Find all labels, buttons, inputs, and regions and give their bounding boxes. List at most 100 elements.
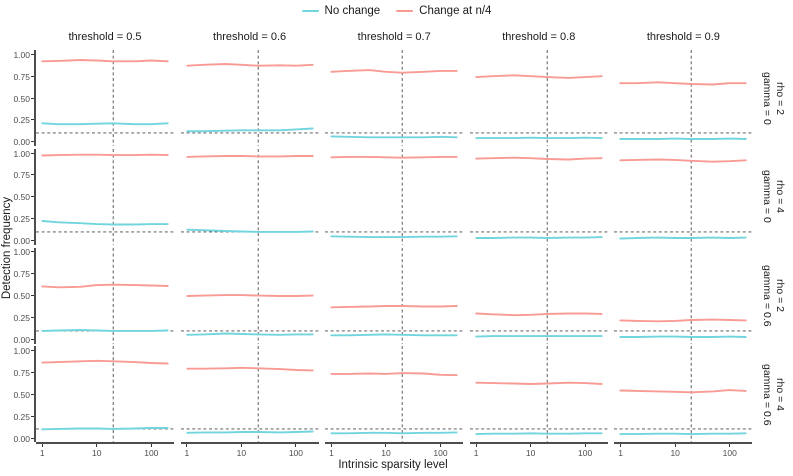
change-at-n4-line (41, 59, 169, 63)
facet-panel (325, 346, 464, 443)
x-tick-label: 1 (618, 448, 624, 459)
facet-panel-canvas (614, 50, 753, 146)
y-tick-mark (31, 75, 35, 77)
facet-row-strip-label: rho = 2 (773, 81, 786, 115)
y-tick-label: 0.50 (13, 389, 30, 400)
no-change-line (41, 427, 169, 431)
legend-label-no-change: No change (324, 5, 381, 17)
x-tick-mark (295, 444, 297, 448)
facet-header: threshold = 0.5 (68, 31, 142, 43)
facet-panel-canvas (36, 346, 174, 443)
y-axis-line (34, 247, 36, 344)
facet-panel-canvas (36, 148, 174, 245)
y-tick-label: 0.25 (13, 115, 30, 126)
x-tick-mark (674, 444, 676, 448)
x-tick-label: 100 (578, 448, 593, 459)
no-change-line (41, 122, 169, 126)
y-tick-mark (31, 119, 35, 121)
x-tick-label: 100 (288, 448, 303, 459)
facet-panel-canvas (469, 50, 608, 146)
x-tick-label: 100 (433, 448, 448, 459)
facet-panel (325, 247, 464, 344)
x-tick-mark (620, 444, 622, 448)
facet-panel (469, 247, 608, 344)
x-tick-mark (330, 444, 332, 448)
x-tick-mark (186, 444, 188, 448)
x-tick-mark (475, 444, 477, 448)
y-tick-label: 0.75 (13, 269, 30, 280)
y-axis-line (34, 148, 36, 245)
change-at-n4-line (185, 293, 314, 297)
facet-panel (469, 346, 608, 443)
no-change-line (330, 135, 458, 139)
facet-panel (614, 50, 753, 146)
no-change-line (330, 431, 458, 435)
change-at-n4-line (475, 156, 603, 161)
facet-panel-canvas (180, 50, 319, 146)
y-tick-mark (31, 218, 35, 220)
y-tick-label: 0.25 (13, 411, 30, 422)
facet-row-strip-label: gamma = 0 (760, 71, 773, 125)
facet-panel (36, 247, 174, 344)
facet-row-strip: gamma = 0.6 rho = 4 (758, 346, 788, 442)
facet-panel (614, 247, 753, 344)
x-tick-mark (530, 444, 532, 448)
x-tick-mark (385, 444, 387, 448)
facet-row-strip-label: rho = 4 (773, 377, 786, 411)
y-tick-mark (31, 338, 35, 340)
x-tick-mark (440, 444, 441, 448)
y-tick-label: 0.25 (13, 312, 30, 323)
x-axis-line (469, 442, 608, 445)
facet-header: threshold = 0.6 (213, 31, 287, 43)
legend-item-change: Change at n/4 (396, 5, 491, 17)
facet-panel (180, 50, 319, 146)
x-tick-label: 1 (39, 448, 45, 459)
facet-panel (469, 50, 608, 146)
no-change-line (185, 127, 314, 133)
facet-row-strip-label: gamma = 0.6 (760, 264, 773, 327)
facet-panel-canvas (36, 50, 174, 146)
change-at-n4-line (185, 154, 314, 158)
facet-panel (180, 148, 319, 245)
x-axis-title: Intrinsic sparsity level (338, 459, 448, 471)
y-tick-label: 0.50 (13, 291, 30, 302)
facet-panel (36, 50, 174, 146)
facet-panel (469, 148, 608, 245)
y-tick-mark (31, 53, 35, 55)
no-change-line (185, 228, 314, 233)
y-tick-label: 0.00 (13, 334, 30, 345)
facet-panel-canvas (325, 50, 464, 146)
y-tick-mark (31, 141, 35, 143)
y-tick-mark (31, 196, 35, 198)
y-tick-label: 1.00 (13, 148, 30, 159)
no-change-line (185, 430, 314, 435)
y-tick-mark (31, 152, 35, 154)
facet-panel (614, 346, 753, 443)
facet-row-strip: gamma = 0.6 rho = 2 (758, 248, 788, 344)
x-tick-label: 1 (473, 448, 479, 459)
change-at-n4-line (41, 360, 169, 365)
x-tick-label: 100 (144, 448, 159, 459)
facet-panel-canvas (469, 346, 608, 443)
x-tick-mark (584, 444, 586, 448)
change-at-n4-line (185, 63, 314, 67)
facet-panel (325, 148, 464, 245)
facet-row-strip: gamma = 0 rho = 4 (758, 149, 788, 245)
change-at-n4-line (475, 74, 603, 79)
y-tick-mark (31, 316, 35, 318)
y-tick-label: 0.00 (13, 433, 30, 444)
facet-row-strip-label: gamma = 0 (760, 170, 773, 224)
facet-panel-canvas (36, 247, 174, 344)
y-tick-mark (31, 350, 35, 352)
facet-row-strip: gamma = 0 rho = 2 (758, 50, 788, 146)
y-tick-label: 0.50 (13, 192, 30, 203)
x-tick-mark (729, 444, 731, 448)
y-tick-label: 0.75 (13, 170, 30, 181)
facet-panel-canvas (614, 148, 753, 245)
x-tick-mark (240, 444, 242, 448)
facet-panel-canvas (469, 148, 608, 245)
no-change-line (619, 432, 748, 436)
y-tick-mark (31, 372, 35, 374)
change-at-n4-line (330, 69, 458, 74)
